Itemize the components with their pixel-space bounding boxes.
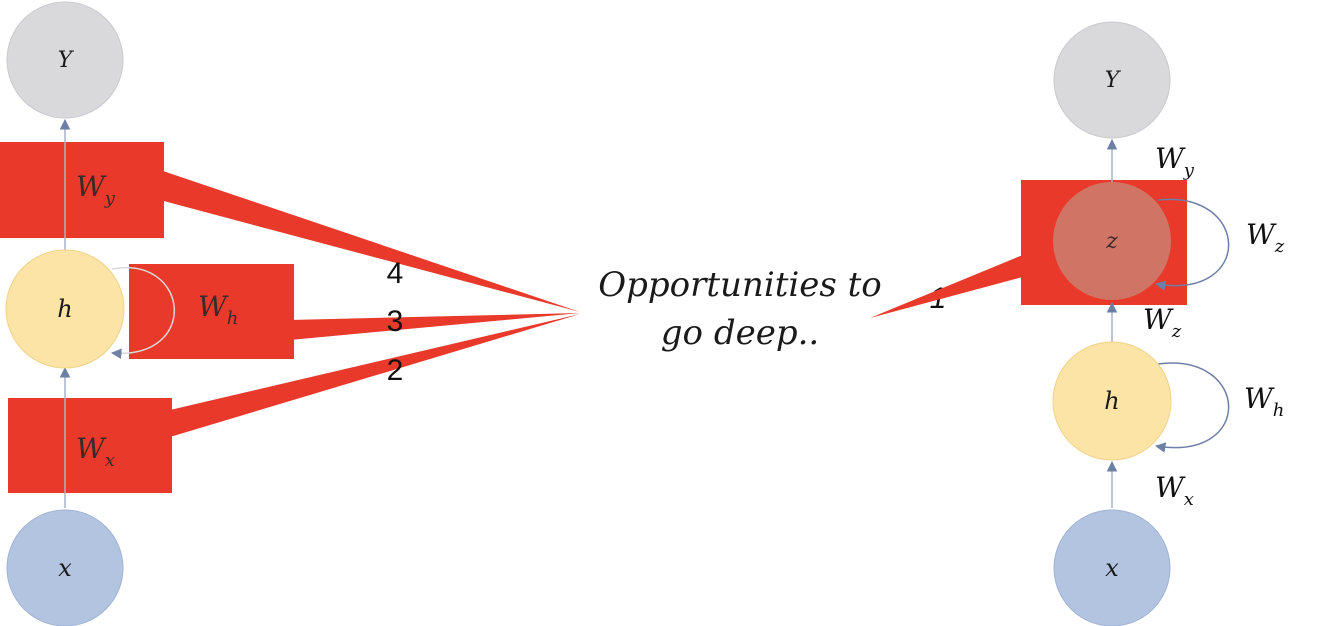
node-y-label: Y — [58, 48, 75, 73]
weight-wx-right-label: Wx — [1155, 471, 1194, 510]
callout-marker-2: 2 — [387, 354, 404, 387]
left-network: Y h x Wy Wh Wx — [0, 1, 580, 626]
weight-wh-label: Wh — [198, 290, 238, 329]
self-loop-z — [1154, 198, 1230, 291]
node-z-label: z — [1105, 229, 1118, 254]
callout-wedge-2 — [170, 314, 580, 437]
node-x-right — [1053, 509, 1171, 626]
node-y — [6, 1, 124, 119]
node-y-right-label: Y — [1105, 68, 1122, 93]
callout-marker-3: 3 — [387, 305, 404, 338]
node-y-right — [1053, 21, 1171, 139]
node-h-right-label: h — [1104, 387, 1119, 415]
weight-wy-label: Wy — [76, 170, 116, 209]
weight-wz-label: Wz — [1143, 303, 1182, 342]
node-x-right-label: x — [1105, 554, 1119, 582]
callout-text-line2: go deep.. — [661, 313, 819, 353]
weight-wx-label: Wx — [76, 432, 115, 471]
node-x-label: x — [58, 554, 72, 582]
callout-wedge-1 — [870, 252, 1030, 318]
self-loop-h-right — [1154, 362, 1230, 453]
highlight-box-wx — [8, 398, 172, 493]
node-x — [6, 509, 124, 626]
callout-wedge-3 — [290, 313, 580, 340]
node-z — [1053, 182, 1171, 300]
callout-text-line1: Opportunities to — [598, 265, 882, 305]
node-h-label: h — [57, 295, 72, 323]
weight-wy-right-label: Wy — [1155, 142, 1195, 181]
right-network: Y z h x Wy Wz Wz Wh Wx — [870, 21, 1285, 626]
callout-marker-4: 4 — [387, 257, 404, 290]
self-loop-h — [110, 266, 176, 359]
weight-wh-right-label: Wh — [1244, 382, 1284, 421]
highlight-box-wy — [0, 142, 164, 238]
weight-wz-loop-label: Wz — [1246, 218, 1285, 257]
node-h-right — [1052, 341, 1172, 461]
callout-wedge-4 — [160, 170, 580, 312]
callout: Opportunities to go deep.. 4 3 2 1 — [387, 257, 947, 387]
node-h — [5, 249, 125, 369]
